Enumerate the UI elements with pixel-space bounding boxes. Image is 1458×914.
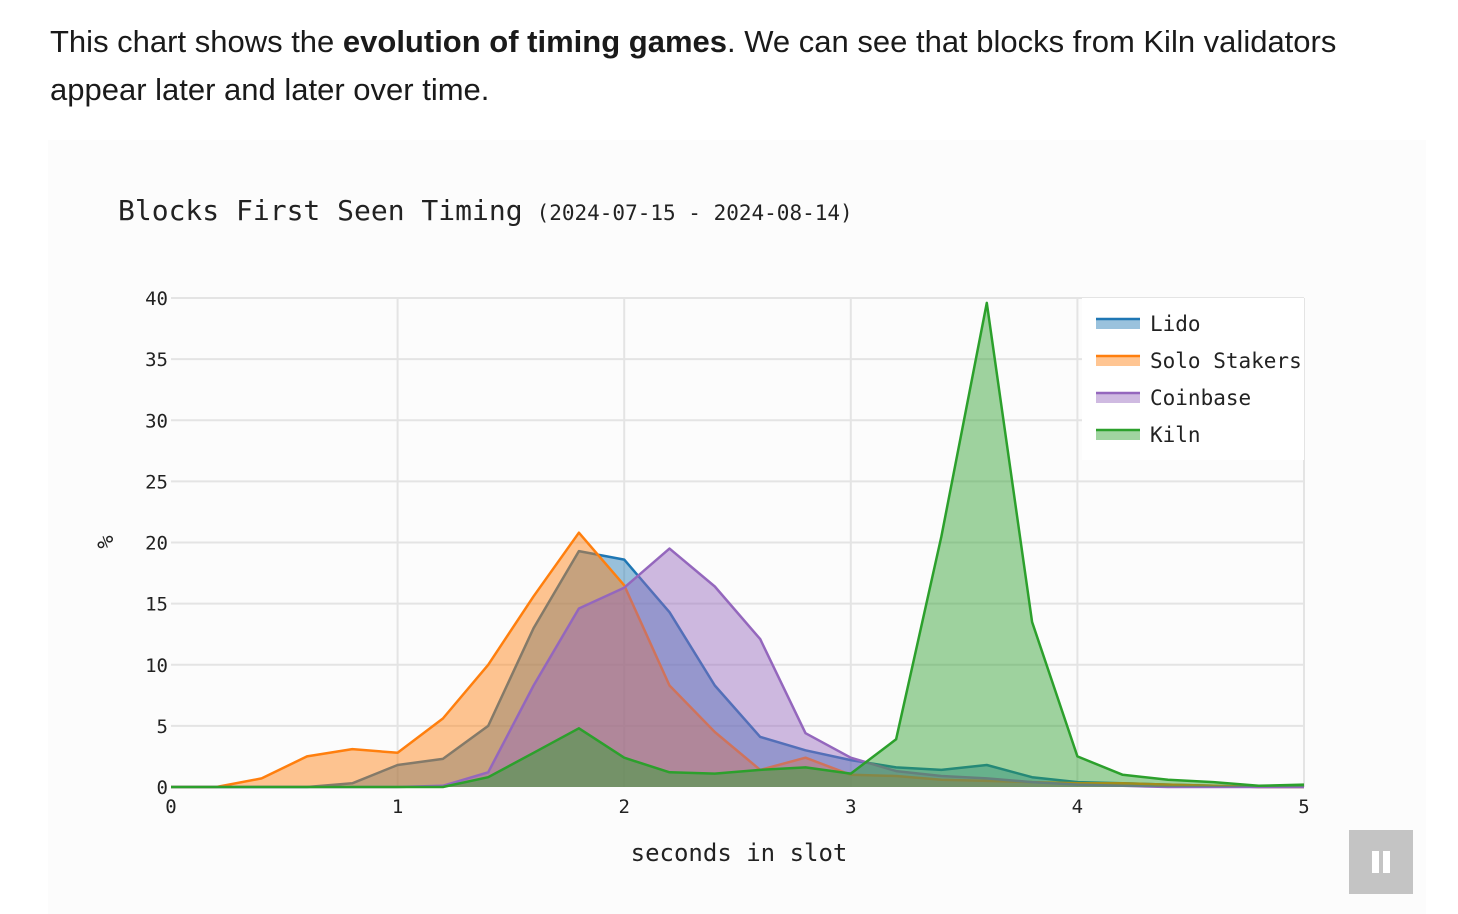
y-tick-label: 20 xyxy=(145,533,168,555)
chart-title: Blocks First Seen Timing (2024-07-15 - 20… xyxy=(118,194,853,227)
legend-background xyxy=(1082,298,1304,460)
chart-panel: Blocks First Seen Timing (2024-07-15 - 20… xyxy=(48,140,1426,914)
legend-item-kiln[interactable]: Kiln xyxy=(1096,423,1201,447)
y-tick-label: 15 xyxy=(145,594,168,616)
y-tick-label: 5 xyxy=(157,716,168,738)
timing-chart: Blocks First Seen Timing (2024-07-15 - 20… xyxy=(94,194,1310,867)
legend-item-coinbase[interactable]: Coinbase xyxy=(1096,386,1251,410)
y-axis-title: % xyxy=(94,535,119,548)
legend-swatch xyxy=(1096,356,1140,366)
legend-label: Kiln xyxy=(1150,423,1201,447)
intro-paragraph: This chart shows the evolution of timing… xyxy=(50,18,1410,114)
series-area-coinbase xyxy=(171,548,1304,787)
series-area-kiln xyxy=(171,302,1304,787)
legend-item-solo-stakers[interactable]: Solo Stakers xyxy=(1096,349,1302,373)
y-tick-label: 25 xyxy=(145,471,168,493)
axis-layer: Blocks First Seen Timing (2024-07-15 - 20… xyxy=(94,194,1310,867)
series-layer xyxy=(171,301,1305,789)
x-axis-title: seconds in slot xyxy=(631,839,848,867)
legend-label: Lido xyxy=(1150,312,1201,336)
pause-button[interactable] xyxy=(1349,830,1413,894)
legend-item-lido[interactable]: Lido xyxy=(1096,312,1201,336)
intro-text-start: This chart shows the xyxy=(50,24,343,59)
y-tick-label: 40 xyxy=(145,288,168,310)
x-tick-label: 0 xyxy=(165,796,176,818)
y-tick-label: 0 xyxy=(157,777,168,799)
series-area-solo-stakers xyxy=(171,532,1304,787)
series-kiln[interactable] xyxy=(171,301,1305,789)
y-tick-label: 35 xyxy=(145,349,168,371)
chart-subtitle: (2024-07-15 - 2024-08-14) xyxy=(537,201,853,225)
y-tick-label: 10 xyxy=(145,655,168,677)
chart-title-main: Blocks First Seen Timing xyxy=(118,194,523,227)
legend[interactable]: Lido Solo Stakers Coinbase Kiln xyxy=(1082,298,1304,460)
legend-swatch xyxy=(1096,430,1140,440)
legend-label: Coinbase xyxy=(1150,386,1251,410)
series-area-lido xyxy=(171,551,1304,787)
y-tick-label: 30 xyxy=(145,410,168,432)
series-line-solo-stakers xyxy=(171,531,1304,789)
series-line-kiln xyxy=(171,301,1305,789)
intro-text-end: . We can see that blocks from Kiln valid… xyxy=(50,24,1337,107)
x-tick-label: 3 xyxy=(845,796,856,818)
series-solo-stakers[interactable] xyxy=(171,531,1304,789)
legend-swatch xyxy=(1096,319,1140,329)
intro-text-bold: evolution of timing games xyxy=(342,24,727,59)
legend-label: Solo Stakers xyxy=(1150,349,1302,373)
x-tick-label: 1 xyxy=(392,796,403,818)
legend-swatch xyxy=(1096,393,1140,403)
x-tick-label: 5 xyxy=(1298,796,1309,818)
x-tick-label: 2 xyxy=(618,796,629,818)
x-tick-label: 4 xyxy=(1072,796,1083,818)
